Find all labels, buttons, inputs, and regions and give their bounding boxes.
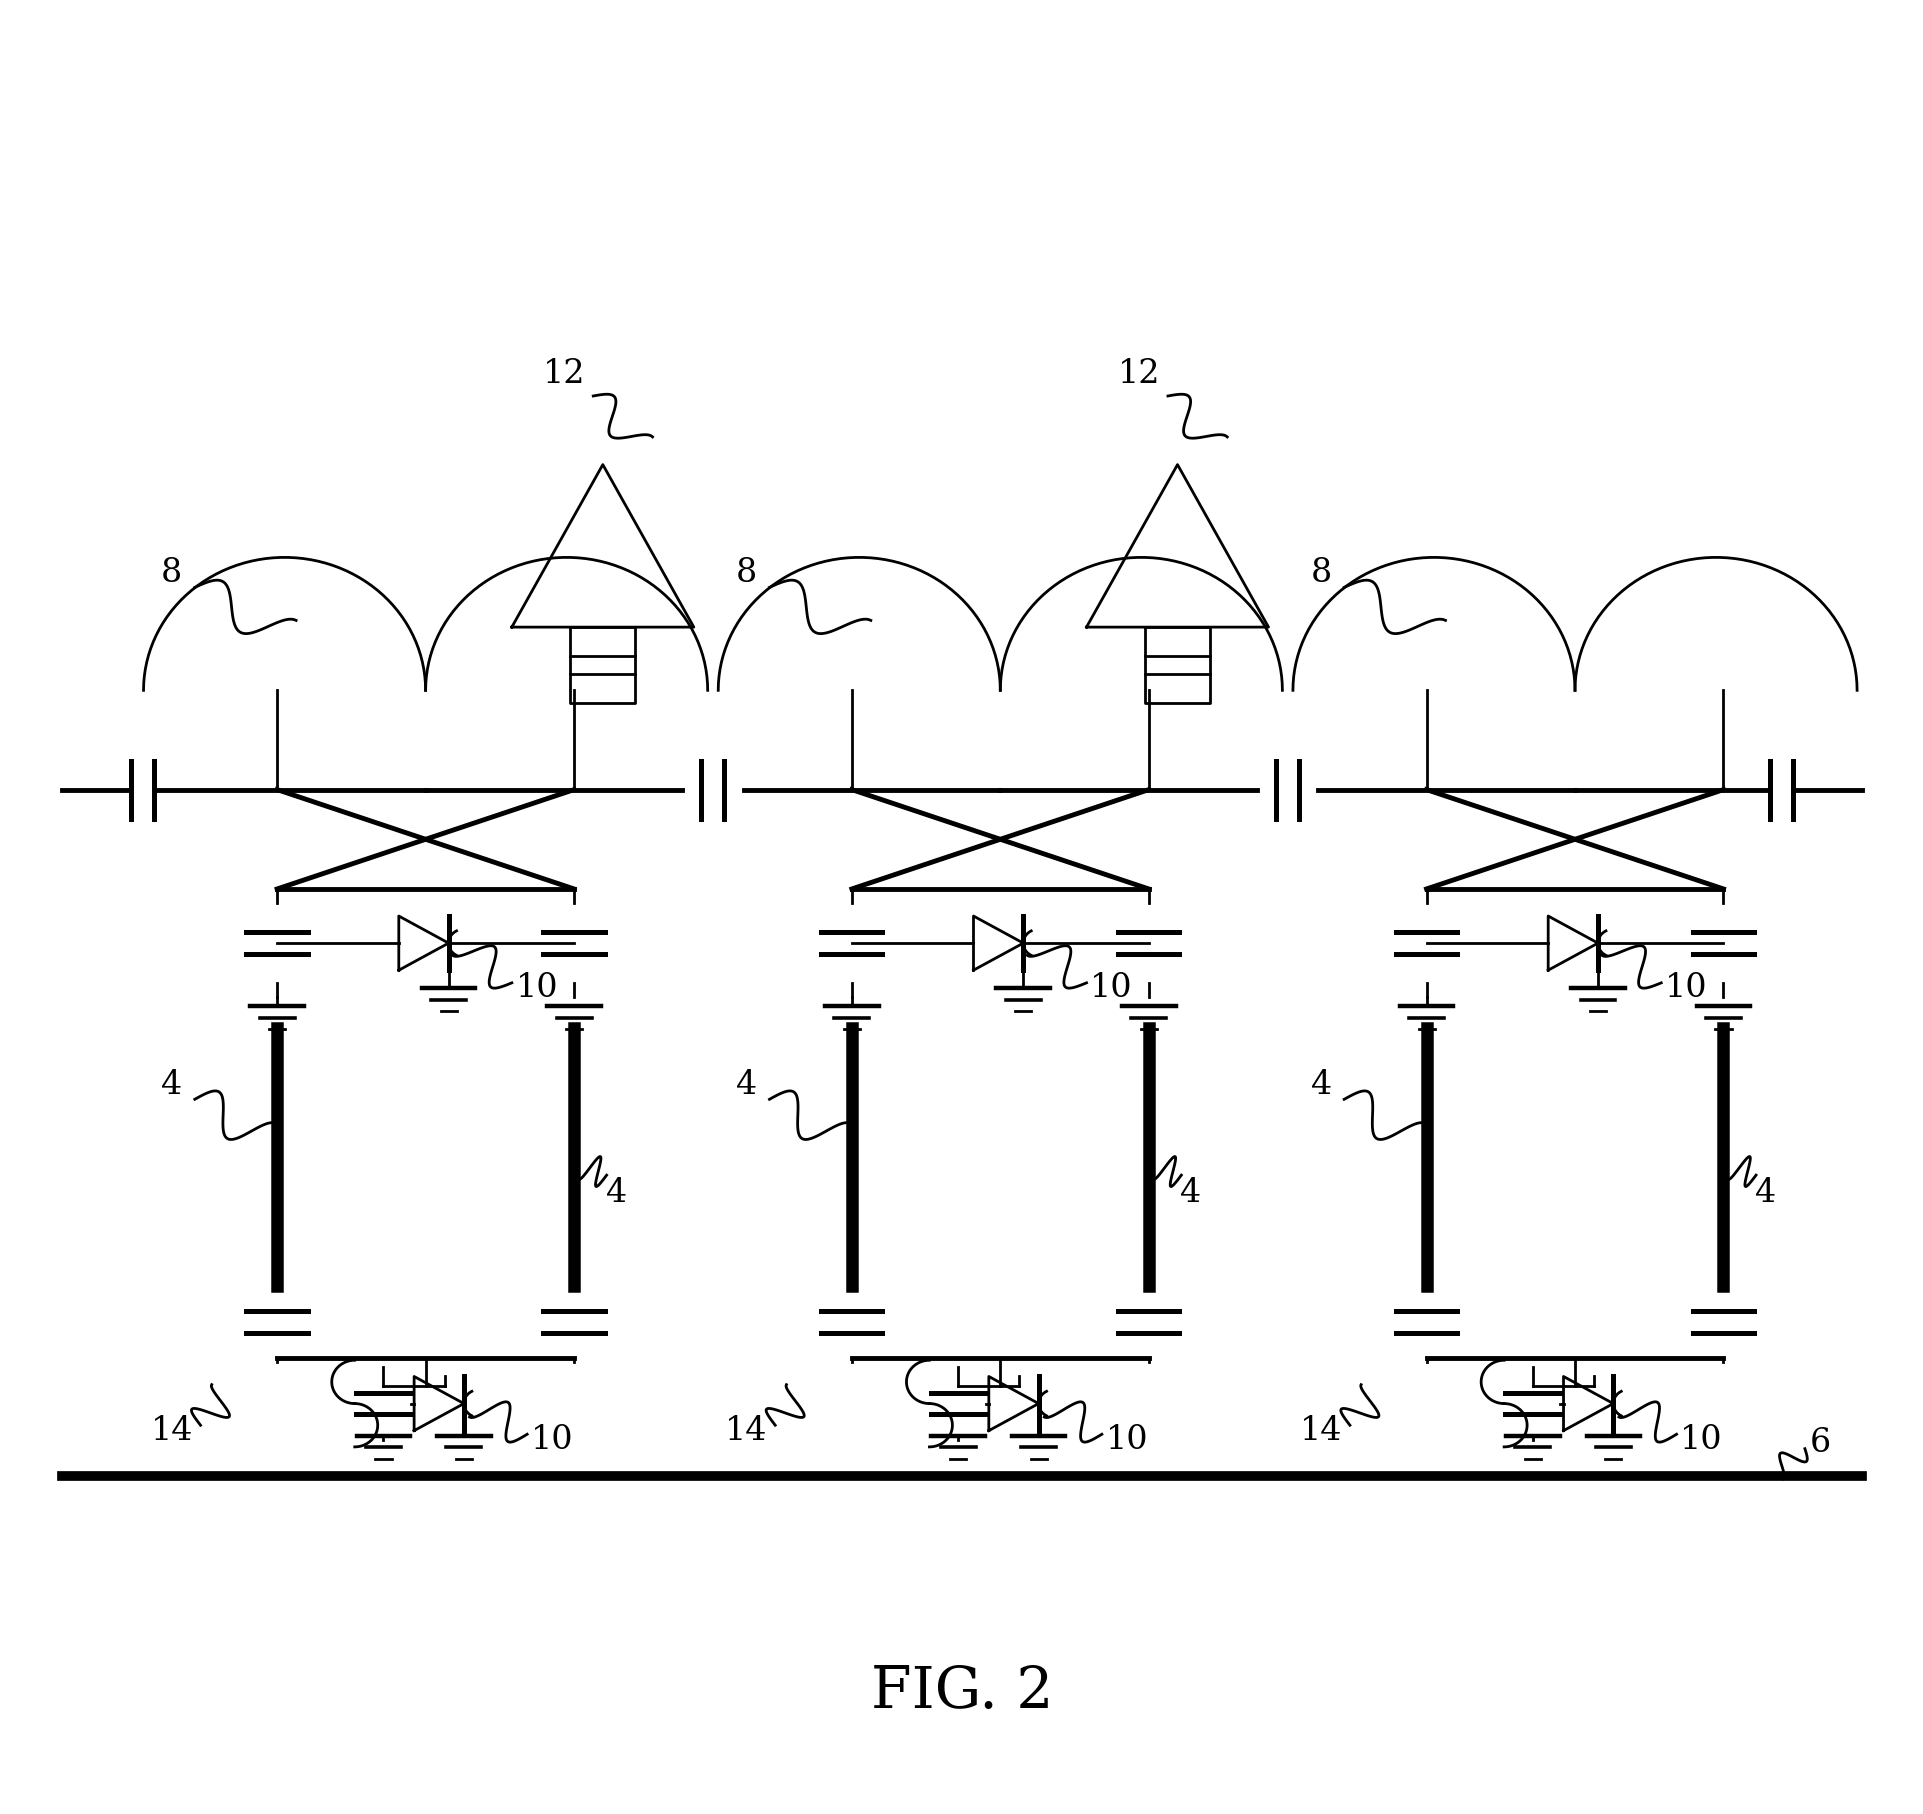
Text: 6: 6: [1810, 1428, 1831, 1458]
Text: 8: 8: [735, 557, 758, 590]
Text: 4: 4: [735, 1068, 756, 1101]
Text: 4: 4: [1754, 1177, 1775, 1210]
Text: 14: 14: [150, 1415, 192, 1446]
Text: 10: 10: [1679, 1424, 1723, 1455]
Text: 4: 4: [162, 1068, 183, 1101]
Text: 4: 4: [1310, 1068, 1331, 1101]
Text: 12: 12: [542, 359, 585, 390]
Text: 4: 4: [1179, 1177, 1200, 1210]
Text: 10: 10: [531, 1424, 573, 1455]
Text: 12: 12: [1117, 359, 1160, 390]
Text: 4: 4: [606, 1177, 627, 1210]
Text: 8: 8: [1310, 557, 1331, 590]
Text: 14: 14: [725, 1415, 767, 1446]
Text: 10: 10: [1090, 972, 1133, 1005]
Text: 10: 10: [1106, 1424, 1148, 1455]
Text: 8: 8: [162, 557, 183, 590]
Text: FIG. 2: FIG. 2: [871, 1665, 1052, 1720]
Text: 10: 10: [515, 972, 558, 1005]
Text: 14: 14: [1300, 1415, 1342, 1446]
Text: 10: 10: [1663, 972, 1708, 1005]
